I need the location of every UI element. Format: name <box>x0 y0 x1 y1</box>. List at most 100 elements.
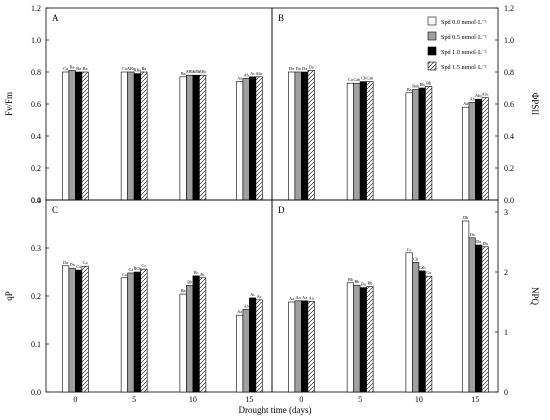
bar <box>481 97 489 201</box>
bar <box>405 92 413 201</box>
y-tick-label: 1.0 <box>504 36 514 45</box>
bar-label: Ca <box>83 260 88 265</box>
bar <box>462 106 470 201</box>
bar-label: Cab <box>367 76 374 81</box>
bar <box>81 265 89 393</box>
bar-label: Aa <box>296 295 301 300</box>
bar <box>242 78 250 201</box>
bar <box>186 74 194 201</box>
bar <box>255 76 263 201</box>
legend-swatch <box>427 16 437 26</box>
y-tick-label: 0.4 <box>31 132 41 141</box>
x-tick-label: 5 <box>132 395 136 404</box>
y-tick-label: 0.4 <box>31 196 41 205</box>
y-tick-label: 0.6 <box>31 100 41 109</box>
bar-label: Da <box>63 260 68 265</box>
bar <box>127 71 135 201</box>
bar <box>249 76 257 201</box>
y-tick-label: 0.8 <box>504 68 514 77</box>
y-tick-label: 0.2 <box>31 292 41 301</box>
bar-label: Ab <box>470 96 475 101</box>
bar-label: Abc <box>475 93 482 98</box>
y-tick-label: 0.8 <box>31 68 41 77</box>
bar <box>301 300 309 393</box>
bar-label: Bb <box>426 80 431 85</box>
bar <box>412 89 420 201</box>
legend: Spd 0.0 mmol·L⁻¹ Spd 0.5 mmol·L⁻¹ Spd 1.0 … <box>427 16 487 71</box>
bar <box>199 277 207 393</box>
bar-label: Ba <box>142 66 147 71</box>
bar-label: Aa <box>463 101 468 106</box>
bar-label: Ba <box>181 71 186 76</box>
bar-label: Ba <box>181 288 186 293</box>
legend-swatch <box>427 31 437 41</box>
bar <box>418 270 426 393</box>
bar-label: Bab <box>412 84 419 89</box>
bar-label: Ca <box>426 270 431 275</box>
bar-label: Bc <box>200 272 205 277</box>
x-tick-label: 15 <box>471 395 479 404</box>
bar <box>425 86 433 201</box>
bar <box>359 287 367 393</box>
bar-label: Cb <box>413 256 418 261</box>
bar <box>75 71 83 201</box>
bar <box>81 71 89 201</box>
bar-label: Ca <box>76 264 81 269</box>
bar-label: Cc <box>142 263 147 268</box>
bar-label: Aa <box>289 296 294 301</box>
y-axis-label: Fv/Fm <box>4 92 14 116</box>
bar-label: ABa <box>134 68 142 73</box>
y-tick-label: 0.0 <box>31 196 41 205</box>
y-tick-label: 0.2 <box>31 164 41 173</box>
bar <box>425 275 433 393</box>
bar <box>120 71 128 201</box>
panel-letter: C <box>52 205 58 215</box>
bar-label: Ba <box>361 282 366 287</box>
y-tick-label: 0.3 <box>31 244 41 253</box>
y-tick-label: 1.0 <box>31 36 41 45</box>
bar <box>179 293 187 393</box>
bar <box>133 271 141 393</box>
bar-label: Ba <box>76 66 81 71</box>
bar <box>294 71 302 201</box>
bar <box>481 246 489 393</box>
x-axis-label: Drought time (days) <box>239 405 312 415</box>
y-axis-label: qP <box>4 291 14 301</box>
y-tick-label: 0.0 <box>31 388 41 397</box>
x-tick-label: 15 <box>245 395 253 404</box>
bar <box>468 237 476 393</box>
y-tick-label: 1 <box>504 328 508 337</box>
bar-label: Db <box>463 215 468 220</box>
legend-label: Spd 0.5 mmol·L⁻¹ <box>441 34 487 41</box>
bar-label: Ab <box>244 72 249 77</box>
y-axis-label: NPQ <box>530 287 540 306</box>
bar-label: Bb <box>420 82 425 87</box>
bar <box>307 301 315 393</box>
y-tick-label: 3 <box>504 208 508 217</box>
bar-label: Ac <box>257 294 262 299</box>
bar-label: Da <box>296 66 301 71</box>
bar <box>288 301 296 393</box>
bar-label: Ba <box>83 66 88 71</box>
bar-label: Abc <box>256 71 263 76</box>
bar <box>418 87 426 201</box>
bar-label: Cb <box>361 76 366 81</box>
panel-frame <box>271 199 499 393</box>
bar-label: Bb <box>354 279 359 284</box>
panel-letter: A <box>52 13 59 23</box>
bar <box>359 81 367 201</box>
bar-label: Ac <box>250 292 255 297</box>
bar <box>405 252 413 393</box>
bar <box>242 309 250 393</box>
bar-label: Da <box>309 64 314 69</box>
bar-label: Da <box>470 232 475 237</box>
bar <box>346 82 354 201</box>
legend-swatch <box>427 46 437 56</box>
bar <box>236 81 244 201</box>
panel-letter: D <box>278 205 285 215</box>
bar-label: Cc <box>407 247 412 252</box>
bar <box>307 70 315 201</box>
